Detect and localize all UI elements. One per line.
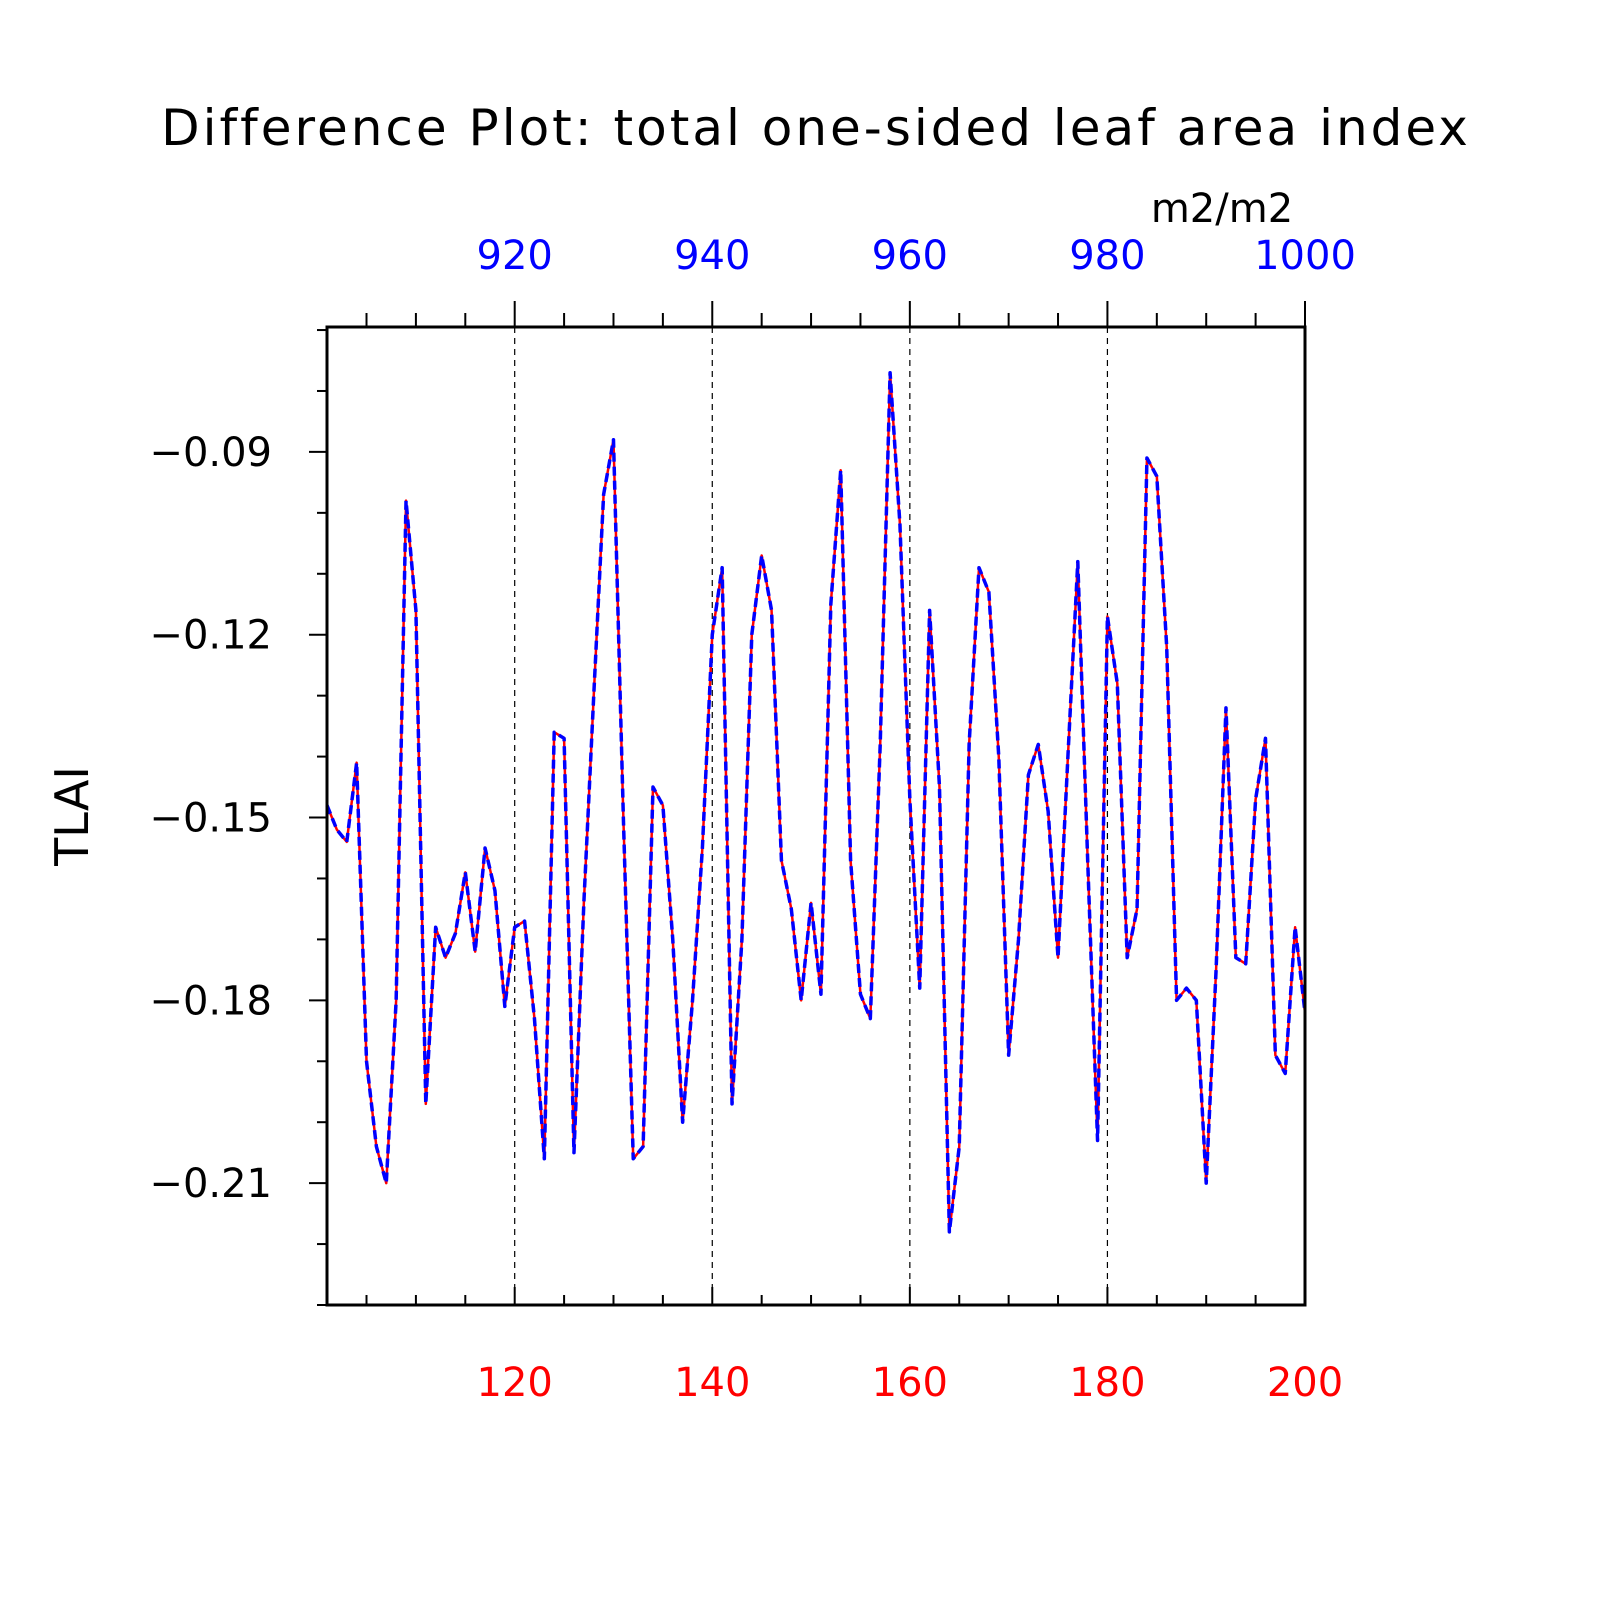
- top-x-tick-label-3: 980: [1069, 233, 1145, 279]
- y-tick-labels: −0.09 −0.12 −0.15 −0.18 −0.21: [149, 430, 272, 1207]
- bottom-x-tick-label-0: 120: [477, 1360, 553, 1406]
- top-x-tick-label-4: 1000: [1254, 233, 1356, 279]
- top-x-tick-labels: 920 940 960 980 1000: [477, 233, 1356, 279]
- plot-frame: [325, 325, 1307, 1307]
- bottom-x-tick-label-2: 160: [872, 1360, 948, 1406]
- top-x-tick-label-0: 920: [477, 233, 553, 279]
- grid-lines: [514, 327, 1109, 1305]
- y-axis-label: TLAI: [45, 766, 99, 867]
- top-x-tick-label-1: 940: [674, 233, 750, 279]
- bottom-x-tick-labels: 120 140 160 180 200: [477, 1360, 1344, 1406]
- axis-ticks: [309, 301, 1306, 1306]
- units-label: m2/m2: [1151, 186, 1293, 232]
- chart-title: Difference Plot: total one-sided leaf ar…: [161, 99, 1471, 157]
- bottom-x-tick-label-3: 180: [1069, 1360, 1145, 1406]
- bottom-x-tick-label-4: 200: [1267, 1360, 1343, 1406]
- y-tick-label-4: −0.21: [149, 1161, 272, 1207]
- top-x-tick-label-2: 960: [872, 233, 948, 279]
- y-tick-label-1: −0.12: [149, 613, 272, 659]
- bottom-x-tick-label-1: 140: [674, 1360, 750, 1406]
- series-lines: [325, 370, 1307, 1234]
- y-tick-label-3: −0.18: [149, 978, 272, 1024]
- series-line-1: [325, 370, 1307, 1234]
- y-tick-label-2: −0.15: [149, 796, 272, 842]
- y-tick-label-0: −0.09: [149, 430, 272, 476]
